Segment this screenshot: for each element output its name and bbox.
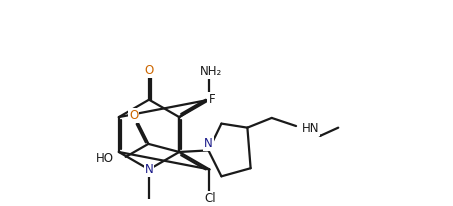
Text: N: N [204,137,213,150]
Text: HO: HO [96,152,114,165]
Text: O: O [129,109,139,122]
Text: O: O [145,64,154,77]
Text: HN: HN [302,122,319,135]
Text: NH₂: NH₂ [200,65,222,78]
Text: N: N [145,163,154,176]
Text: Cl: Cl [204,192,216,205]
Text: F: F [208,93,215,106]
